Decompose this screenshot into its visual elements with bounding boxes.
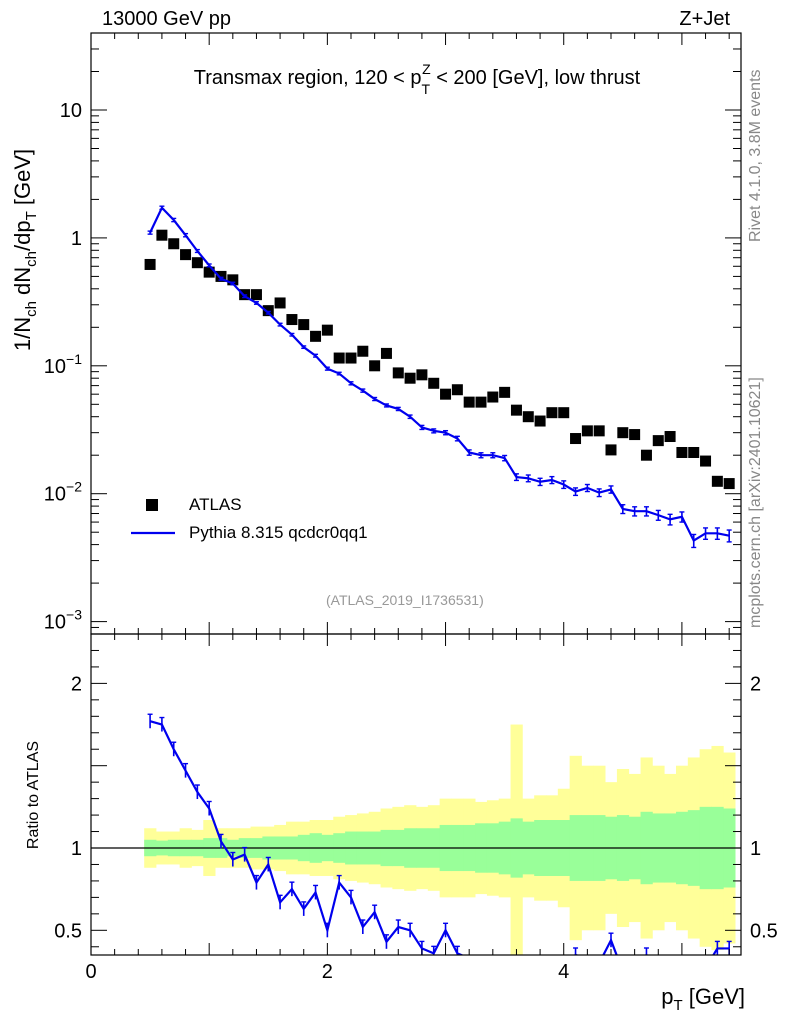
rivet-version-label: Rivet 4.1.0, 3.8M events	[747, 69, 764, 242]
atlas-data-point	[593, 425, 605, 437]
atlas-data-point	[168, 238, 180, 250]
atlas-data-point	[310, 330, 322, 342]
atlas-data-point	[510, 404, 522, 416]
ratio-uncertainty-bands	[144, 724, 736, 955]
x-tick-label: 2	[322, 961, 333, 983]
atlas-data-point	[570, 433, 582, 445]
atlas-data-point	[487, 391, 499, 403]
ratio-y-axis-label: Ratio to ATLAS	[25, 741, 42, 849]
atlas-data-point	[286, 314, 298, 326]
atlas-data-point	[676, 446, 688, 458]
legend-entry-pythia: Pythia 8.315 qcdcr0qq1	[189, 523, 368, 542]
atlas-data-point	[156, 229, 168, 241]
y-tick-label: 10−1	[44, 351, 82, 378]
x-axis-label: pT [GeV]	[661, 984, 745, 1014]
x-tick-label: 4	[558, 961, 569, 983]
atlas-data-point	[369, 360, 381, 372]
atlas-data-point	[392, 367, 404, 379]
atlas-data-point	[321, 324, 333, 336]
atlas-data-point	[664, 431, 676, 443]
atlas-data-point	[250, 289, 262, 301]
mcplots-reference-label: mcplots.cern.ch [arXiv:2401.10621]	[747, 377, 764, 628]
atlas-data-point	[711, 475, 723, 487]
atlas-data-point	[215, 270, 227, 282]
ratio-panel-frame	[90, 633, 742, 956]
pythia-ratio-line	[149, 720, 730, 955]
data-layer	[131, 205, 735, 955]
atlas-data-point	[605, 444, 617, 456]
atlas-data-point	[688, 446, 700, 458]
atlas-data-point	[298, 319, 310, 331]
atlas-data-point	[404, 372, 416, 384]
plot-title: Transmax region, 120 < pTZ < 200 [GeV], …	[194, 61, 641, 97]
y-tick-label: 10	[60, 100, 82, 122]
ratio-y-tick-label-left: 0.5	[54, 920, 82, 942]
atlas-data-point	[451, 384, 463, 396]
atlas-data-point	[640, 449, 652, 461]
pythia-line	[149, 205, 730, 543]
y-tick-label: 10−3	[44, 607, 82, 634]
ratio-y-tick-label-right: 2	[750, 673, 761, 695]
legend-entry-atlas: ATLAS	[189, 495, 242, 514]
ratio-y-tick-label-left: 2	[71, 673, 82, 695]
atlas-data-point	[428, 377, 440, 389]
y-tick-label: 1	[71, 228, 82, 250]
axes-frames	[90, 32, 742, 956]
atlas-data-point	[380, 347, 392, 359]
atlas-data-point	[475, 396, 487, 408]
axis-ticks: 0 2 4 10−3 10−2 10−1 1 10 0.5 0.5 1 1 2 2	[44, 32, 778, 983]
atlas-data-point	[617, 427, 629, 439]
atlas-data-point	[629, 429, 641, 441]
atlas-data-point	[522, 411, 534, 423]
y-tick-label: 10−2	[44, 479, 82, 506]
atlas-data-point	[274, 297, 286, 309]
atlas-data-point	[227, 274, 239, 286]
y-axis-label: 1/Nch dNch/dpT [GeV]	[10, 149, 40, 351]
atlas-data-point	[203, 266, 215, 278]
atlas-data-point	[652, 435, 664, 447]
header-process-label: Z+Jet	[679, 8, 730, 30]
atlas-data-point	[581, 425, 593, 437]
main-panel-frame	[90, 32, 742, 635]
atlas-data-point	[723, 478, 735, 490]
atlas-data-point	[357, 345, 369, 357]
atlas-data-point	[333, 352, 345, 364]
analysis-id-watermark: (ATLAS_2019_I1736531)	[326, 592, 484, 608]
atlas-data-point	[534, 415, 546, 427]
atlas-data-point	[345, 352, 357, 364]
atlas-data-point	[546, 407, 558, 419]
header-energy-label: 13000 GeV pp	[102, 8, 231, 30]
atlas-data-point	[499, 386, 511, 398]
atlas-data-point	[144, 258, 156, 270]
x-tick-label: 0	[85, 961, 96, 983]
atlas-data-point	[700, 455, 712, 467]
atlas-data-point	[440, 388, 452, 400]
ratio-y-tick-label-right: 0.5	[750, 920, 778, 942]
atlas-data-point	[180, 249, 192, 261]
atlas-data-point	[262, 305, 274, 317]
atlas-data-point	[463, 396, 475, 408]
atlas-data-point	[191, 257, 203, 269]
legend-marker-atlas	[146, 499, 158, 511]
atlas-data-point	[558, 407, 570, 419]
ratio-y-tick-label-left: 1	[71, 838, 82, 860]
ratio-y-tick-label-right: 1	[750, 838, 761, 860]
atlas-data-point	[416, 369, 428, 381]
